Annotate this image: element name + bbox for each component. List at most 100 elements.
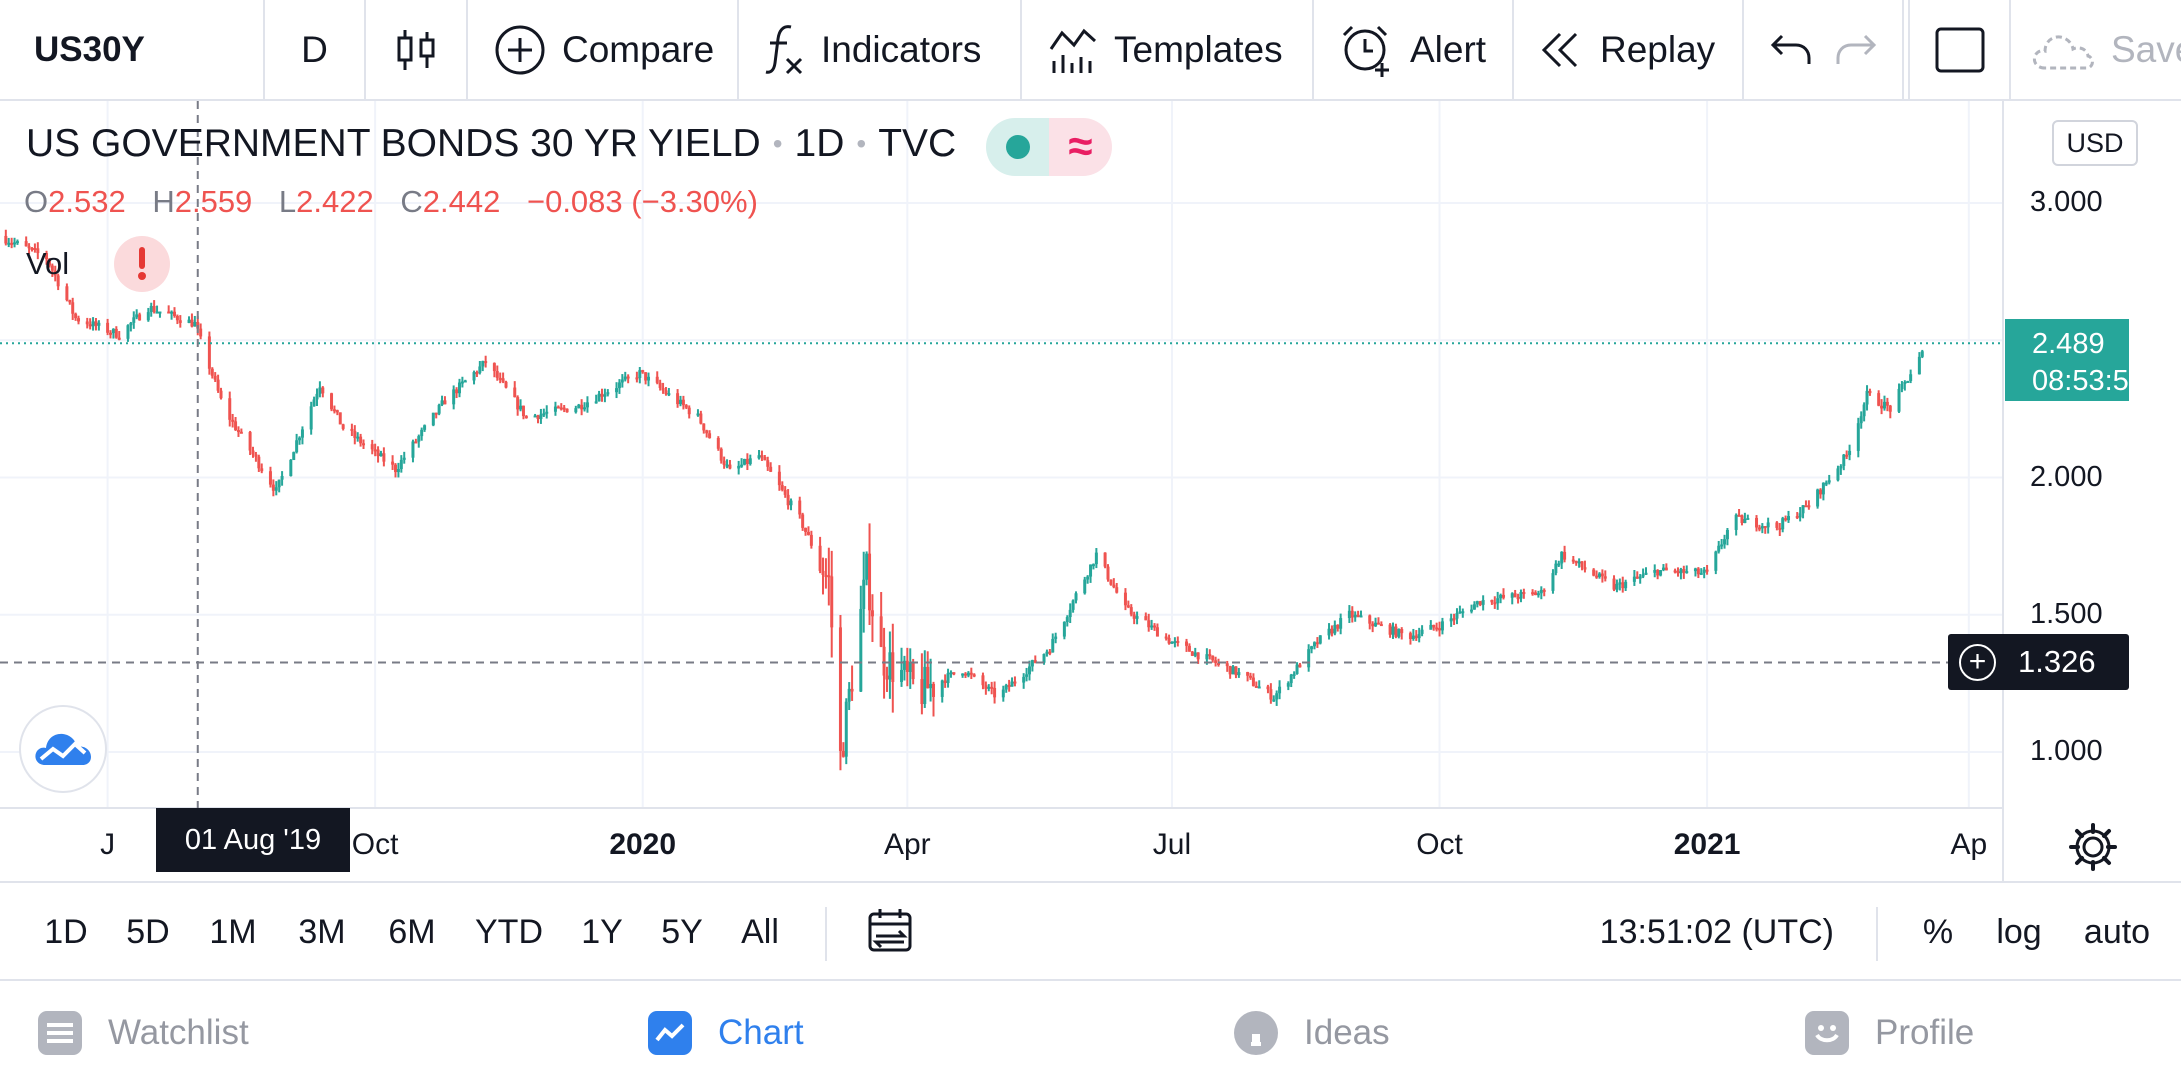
candle (681, 395, 685, 410)
candle (1682, 565, 1686, 579)
crosshair-price-label[interactable]: + 1.326 (1948, 634, 2129, 690)
symbol-label: US30Y (34, 29, 145, 69)
cloud-chart-icon (35, 733, 91, 765)
price-chart[interactable] (0, 101, 2181, 881)
candle (1472, 601, 1476, 610)
nav-chart[interactable]: Chart (648, 1011, 804, 1055)
candle (1414, 630, 1418, 641)
top-toolbar: US30Y D Compare Indicators Templates Ale… (0, 0, 2181, 101)
chart-settings-button[interactable] (2068, 822, 2118, 877)
redo-icon[interactable] (1835, 32, 1877, 68)
candle (1371, 621, 1375, 633)
log-scale-toggle[interactable]: log (1996, 913, 2042, 951)
range-button-1y[interactable]: 1Y (581, 913, 623, 951)
candle (1734, 513, 1738, 536)
interval-button[interactable]: D (265, 0, 366, 99)
bar-countdown: 08:53:58 (2032, 365, 2145, 397)
candle (492, 362, 496, 378)
candle (1347, 605, 1351, 624)
candle (841, 742, 845, 758)
range-button-all[interactable]: All (741, 913, 779, 951)
percent-scale-toggle[interactable]: % (1922, 913, 1954, 951)
candle (1394, 623, 1398, 639)
time-tick-label: Oct (1416, 828, 1463, 861)
candle (440, 395, 444, 407)
candle (728, 459, 732, 470)
fullscreen-button[interactable] (1910, 0, 2011, 99)
candle (187, 316, 191, 324)
candle (870, 594, 874, 643)
candle (1408, 631, 1412, 645)
candle (394, 463, 398, 478)
chart-legend-title[interactable]: US GOVERNMENT BONDS 30 YR YIELD • 1D • T… (26, 122, 956, 166)
candle (330, 392, 334, 412)
nav-profile[interactable]: Profile (1805, 1011, 1974, 1055)
range-button-ytd[interactable]: YTD (475, 913, 543, 951)
candle (1339, 613, 1343, 635)
currency-button[interactable]: USD (2052, 120, 2138, 166)
candle (167, 305, 171, 314)
candle (626, 374, 630, 384)
candle (268, 466, 272, 488)
alert-button[interactable]: Alert (1314, 0, 1514, 99)
candle (457, 378, 461, 398)
candle (1595, 570, 1599, 579)
candle (228, 391, 232, 427)
candle (1903, 380, 1907, 391)
market-status-pill[interactable]: ≈ (986, 118, 1112, 176)
candle (193, 315, 197, 327)
candle (556, 405, 560, 409)
candle (475, 370, 479, 378)
candle (1868, 388, 1872, 396)
range-button-1m[interactable]: 1M (209, 913, 257, 951)
candle (132, 311, 136, 329)
candle (350, 423, 354, 437)
candle (737, 460, 741, 475)
go-to-date-button[interactable] (866, 908, 914, 959)
candle (1475, 600, 1479, 608)
add-plus-icon[interactable]: + (1959, 643, 1996, 681)
candle (1022, 673, 1026, 689)
candle (859, 585, 863, 692)
candle (583, 402, 587, 412)
auto-scale-toggle[interactable]: auto (2083, 913, 2151, 951)
symbol-search-button[interactable]: US30Y (0, 0, 265, 99)
templates-button[interactable]: Templates (1022, 0, 1314, 99)
range-button-5d[interactable]: 5D (126, 913, 170, 951)
candle (664, 387, 668, 396)
candle (1784, 515, 1788, 522)
candle (1502, 588, 1506, 600)
utc-clock[interactable]: 13:51:02 (UTC) (1599, 913, 1834, 951)
nav-ideas[interactable]: Ideas (1234, 1011, 1390, 1055)
candle (379, 450, 383, 457)
candle (1787, 510, 1791, 523)
tradingview-logo-button[interactable] (19, 705, 107, 793)
candle (1106, 564, 1110, 582)
candle (257, 454, 261, 472)
candle (1455, 608, 1459, 625)
volume-error-button[interactable] (114, 236, 170, 292)
range-button-5y[interactable]: 5Y (661, 913, 703, 951)
volume-label[interactable]: Vol (26, 246, 70, 281)
range-button-6m[interactable]: 6M (388, 913, 436, 951)
save-button[interactable]: Save (2011, 0, 2181, 99)
candle (1391, 622, 1395, 639)
candle (1062, 621, 1066, 640)
candle (1600, 569, 1604, 583)
compare-button[interactable]: Compare (468, 0, 739, 99)
candle (553, 401, 557, 416)
candle (1560, 551, 1564, 569)
candle (1592, 568, 1596, 577)
candle (1286, 681, 1290, 691)
undo-icon[interactable] (1770, 32, 1812, 68)
candle (1882, 395, 1886, 411)
candle (94, 317, 98, 331)
indicators-button[interactable]: Indicators (739, 0, 1022, 99)
chart-type-button[interactable] (366, 0, 468, 99)
range-button-3m[interactable]: 3M (298, 913, 346, 951)
candle (818, 536, 822, 574)
nav-watchlist[interactable]: Watchlist (38, 1011, 249, 1055)
range-button-1d[interactable]: 1D (44, 913, 88, 951)
replay-button[interactable]: Replay (1514, 0, 1744, 99)
candle (1115, 582, 1119, 594)
